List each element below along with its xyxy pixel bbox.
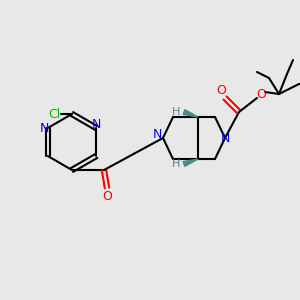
Polygon shape xyxy=(183,159,198,166)
Text: H: H xyxy=(172,159,180,169)
Text: N: N xyxy=(40,122,50,134)
Text: O: O xyxy=(102,190,112,202)
Text: Cl: Cl xyxy=(48,107,60,121)
Text: O: O xyxy=(256,88,266,100)
Text: N: N xyxy=(220,131,230,145)
Polygon shape xyxy=(183,110,198,117)
Text: N: N xyxy=(92,118,101,131)
Text: N: N xyxy=(152,128,162,142)
Text: O: O xyxy=(216,85,226,98)
Text: H: H xyxy=(172,107,180,117)
